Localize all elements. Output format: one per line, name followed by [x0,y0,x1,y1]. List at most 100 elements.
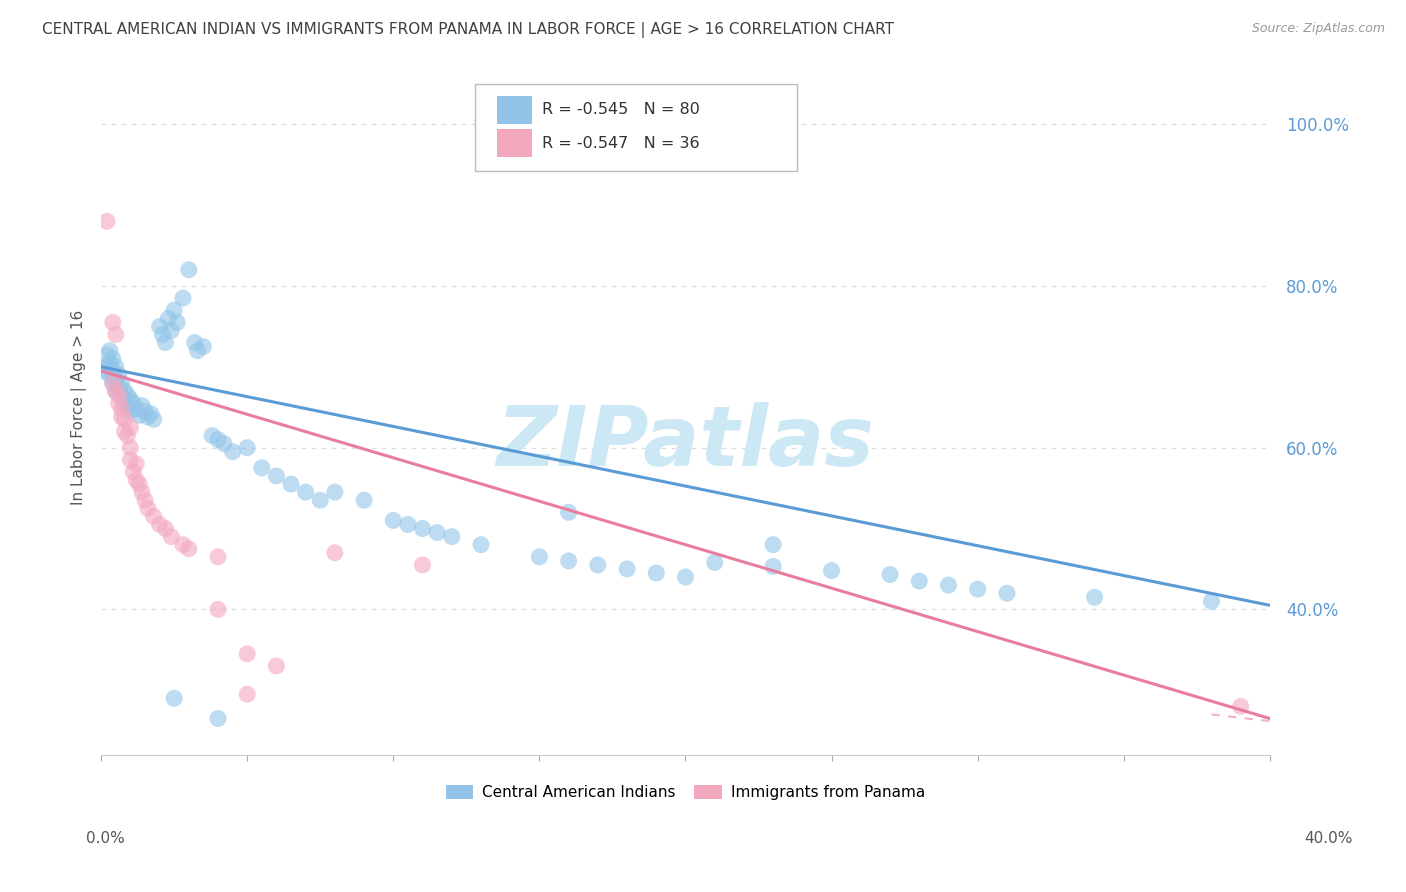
Point [122,465,145,479]
Point [134,493,156,508]
Point [104,384,127,398]
Point [323,546,346,560]
Text: 40.0%: 40.0% [1305,831,1353,846]
Point [645,566,668,580]
FancyBboxPatch shape [498,129,533,157]
Point [396,517,419,532]
Point [104,384,127,398]
Point [120,404,142,418]
Point [104,327,127,342]
Point [266,469,288,483]
Point [117,388,139,402]
Point [908,574,931,588]
Point [101,351,124,366]
Point [142,509,165,524]
Point [101,376,124,390]
Point [440,530,463,544]
Legend: Central American Indians, Immigrants from Panama: Central American Indians, Immigrants fro… [440,779,931,806]
Point [125,457,148,471]
Point [675,570,697,584]
Point [96,348,118,362]
Point [412,522,434,536]
Point [207,549,229,564]
Point [183,335,205,350]
Point [114,425,136,439]
Point [382,513,405,527]
Point [703,556,725,570]
Point [128,409,150,423]
Point [98,368,121,382]
Point [1201,594,1223,608]
Point [117,401,139,415]
Point [250,461,273,475]
Point [157,311,180,326]
Text: 0.0%: 0.0% [86,831,125,846]
Point [152,327,174,342]
Point [136,501,159,516]
Text: R = -0.545   N = 80: R = -0.545 N = 80 [541,103,700,117]
FancyBboxPatch shape [498,95,533,124]
Text: Source: ZipAtlas.com: Source: ZipAtlas.com [1251,22,1385,36]
Text: ZIPatlas: ZIPatlas [496,401,875,483]
Point [98,356,121,370]
Point [120,392,142,406]
Point [110,388,132,402]
Point [995,586,1018,600]
Point [207,712,229,726]
Point [353,493,375,508]
Point [879,567,901,582]
Point [201,428,224,442]
Point [266,659,288,673]
Point [107,380,129,394]
Point [93,364,115,378]
Point [470,538,492,552]
Point [98,343,121,358]
Point [120,452,142,467]
Point [134,404,156,418]
Point [122,396,145,410]
Point [125,401,148,416]
Point [280,477,302,491]
Point [557,505,579,519]
Point [139,407,162,421]
Point [148,319,170,334]
Point [163,691,186,706]
Point [155,335,177,350]
Point [820,564,842,578]
Point [193,340,215,354]
Point [160,530,183,544]
Point [131,485,153,500]
FancyBboxPatch shape [475,84,797,171]
Point [294,485,316,500]
Point [1229,699,1251,714]
Point [323,485,346,500]
Point [107,388,129,402]
Y-axis label: In Labor Force | Age > 16: In Labor Force | Age > 16 [72,310,87,505]
Point [155,522,177,536]
Point [96,214,118,228]
Point [101,376,124,390]
Point [101,364,124,378]
Point [110,401,132,416]
Point [117,428,139,442]
Point [114,412,136,426]
Point [412,558,434,572]
Point [114,384,136,398]
Point [236,647,259,661]
Point [114,396,136,410]
Point [236,687,259,701]
Point [212,436,235,450]
Point [187,343,209,358]
Point [128,477,150,491]
Point [762,559,785,574]
Point [107,368,129,382]
Point [104,359,127,374]
Point [177,262,200,277]
Point [148,517,170,532]
Text: R = -0.547   N = 36: R = -0.547 N = 36 [541,136,699,151]
Point [125,473,148,487]
Point [1083,591,1105,605]
Point [586,558,609,572]
Point [762,538,785,552]
Point [172,291,194,305]
